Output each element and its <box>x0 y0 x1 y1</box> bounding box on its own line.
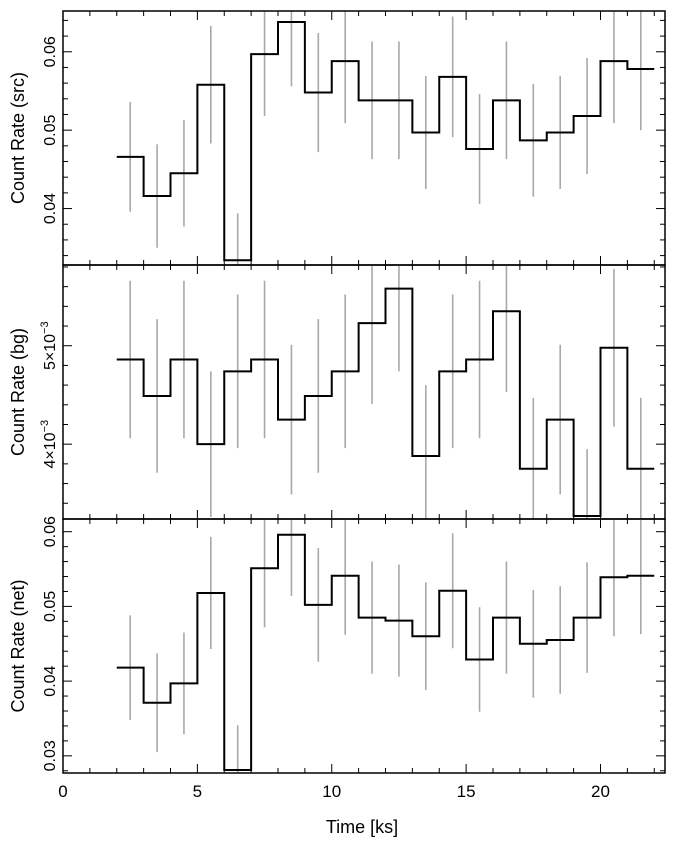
y-tick-label: 0.05 <box>42 591 59 622</box>
x-tick-label: 0 <box>58 782 67 801</box>
panel-net: 0.03 0.04 0.05 0.06 Count Rate (net) <box>8 516 666 774</box>
plot-area <box>116 11 655 265</box>
y-tick-exponent: −3 <box>39 420 51 433</box>
x-tick-label: 5 <box>193 782 202 801</box>
y-tick-label: 0.04 <box>42 193 59 224</box>
y-tick-label: 0.03 <box>42 740 59 771</box>
y-tick-label: 0.06 <box>42 516 59 547</box>
x-tick-label: 15 <box>457 782 476 801</box>
x-axis-label: Time [ks] <box>326 817 398 837</box>
y-axis-label-bg: Count Rate (bg) <box>8 328 28 456</box>
panel-frame <box>62 518 666 774</box>
y-tick-label: 0.06 <box>42 36 59 67</box>
step-line-bg <box>116 287 655 518</box>
y-tick-exponent: −3 <box>39 321 51 334</box>
y-tick-label: 0.05 <box>42 114 59 145</box>
x-tick-label: 10 <box>322 782 341 801</box>
plot-area <box>116 519 655 773</box>
x-tick-label: 20 <box>591 782 610 801</box>
step-line-net <box>116 533 655 772</box>
step-line-src <box>116 20 655 262</box>
y-axis-label-src: Count Rate (src) <box>8 72 28 204</box>
plot-area <box>116 265 655 519</box>
y-tick-label: 0.04 <box>42 665 59 696</box>
y-axis-label-net: Count Rate (net) <box>8 579 28 712</box>
